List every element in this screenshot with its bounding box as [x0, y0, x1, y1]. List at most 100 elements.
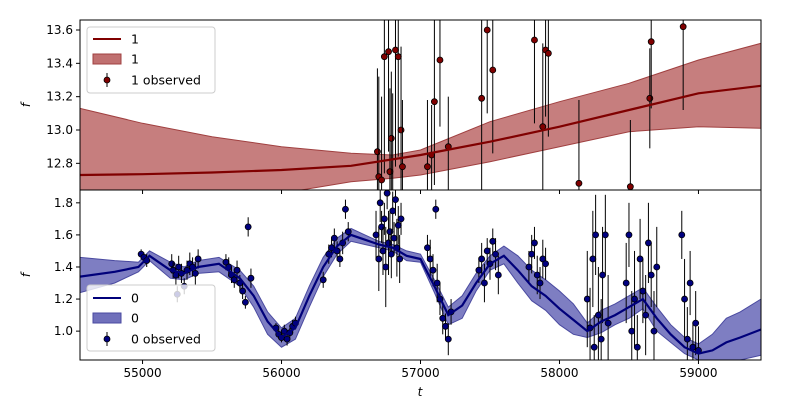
bottom-legend-band-label: 0	[131, 311, 139, 326]
top-observed-point	[531, 36, 538, 44]
bottom-observed-point	[531, 239, 538, 247]
bottom-frame	[79, 189, 762, 361]
bottom-y-tick-label: 1.6	[54, 228, 73, 242]
bottom-mean-layer	[80, 233, 761, 355]
bottom-observed-point	[599, 271, 606, 279]
bottom-observed-point	[489, 237, 497, 245]
top-observed-point	[380, 53, 388, 61]
bottom-observed-point	[478, 255, 486, 263]
top-observed-point	[397, 126, 405, 134]
bottom-observed-point	[247, 274, 255, 282]
bottom-observed-point	[645, 239, 652, 247]
top-observed-point	[489, 66, 497, 74]
top-legend-observed-label: 1 observed	[131, 73, 201, 88]
bottom-observed-point	[597, 335, 605, 343]
bottom-observed-point	[625, 231, 633, 239]
bottom-observed-point	[239, 287, 247, 295]
bottom-observed-point	[590, 343, 598, 351]
bottom-observed-point	[426, 255, 434, 263]
top-observed-point	[386, 168, 394, 176]
bottom-observed-point	[389, 207, 397, 215]
bottom-legend-observed-label: 0 observed	[131, 332, 201, 347]
bottom-observed-point	[342, 205, 349, 213]
bottom-y-axis: 1.0 1.2 1.4 1.6 1.8	[54, 196, 80, 338]
bottom-legend-box	[86, 284, 216, 352]
top-legend-mean-label: 1	[131, 32, 139, 47]
bottom-observed-point	[397, 215, 405, 223]
bottom-observed-point	[525, 263, 533, 271]
top-observed-point	[647, 38, 655, 46]
top-y-tick-label: 13.4	[46, 56, 73, 70]
top-legend: 1 1 1 observed	[86, 26, 216, 94]
top-observed-point	[436, 56, 444, 64]
bottom-observed-point	[375, 255, 383, 263]
bottom-observed-point	[233, 266, 241, 274]
bottom-observed-point	[319, 276, 327, 284]
x-tick-label: 55000	[123, 366, 161, 380]
top-legend-box	[86, 26, 216, 94]
bottom-observed-point	[392, 196, 399, 204]
top-observed-point	[378, 176, 385, 184]
bottom-observed-point	[432, 205, 440, 213]
bottom-observed-point	[650, 327, 658, 335]
bottom-observed-point	[639, 287, 647, 295]
bottom-observed-point	[336, 255, 344, 263]
top-observed-point	[392, 46, 399, 54]
top-y-tick-label: 13.6	[46, 23, 73, 37]
top-observed-point	[430, 98, 438, 106]
bottom-legend-marker-swatch	[103, 335, 111, 343]
bottom-observed-point	[636, 255, 644, 263]
bottom-observed-point	[475, 266, 483, 274]
bottom-observed-point	[633, 343, 641, 351]
top-y-tick-label: 13.0	[46, 123, 73, 137]
bottom-y-axis-label: f	[19, 271, 33, 277]
bottom-observed-point	[533, 271, 541, 279]
x-tick-label: 58000	[540, 366, 578, 380]
top-legend-band-label: 1	[131, 52, 139, 67]
bottom-observed-point	[386, 228, 394, 236]
bottom-observed-point	[653, 263, 661, 271]
top-mean-line	[80, 84, 761, 177]
bottom-observed-point	[376, 199, 384, 207]
bottom-legend: 0 0 0 observed	[86, 284, 216, 352]
top-panel: 12.8 13.0 13.2 13.4 13.6 f 1 1 1 observed	[19, 19, 762, 194]
bottom-mean-line	[80, 233, 761, 355]
bottom-observed-point	[175, 263, 183, 271]
bottom-observed-point	[604, 319, 612, 327]
bottom-observed-point	[394, 221, 402, 229]
bottom-observed-point	[283, 335, 291, 343]
bottom-observed-point	[241, 298, 249, 306]
top-legend-marker-swatch	[103, 76, 111, 84]
bottom-points-layer	[137, 190, 702, 360]
bottom-x-axis: 55000 56000 57000 58000 59000	[123, 360, 718, 380]
bottom-y-tick-label: 1.0	[54, 324, 73, 338]
x-tick-label: 59000	[679, 366, 717, 380]
top-y-axis: 12.8 13.0 13.2 13.4 13.6	[46, 23, 699, 194]
bottom-observed-point	[631, 295, 638, 303]
bottom-observed-point	[528, 250, 536, 258]
bottom-observed-point	[536, 279, 544, 287]
bottom-observed-point	[168, 260, 176, 268]
top-legend-band-swatch	[92, 53, 122, 65]
top-band-layer	[80, 42, 761, 190]
top-y-tick-label: 12.8	[46, 156, 73, 170]
bottom-observed-point	[492, 250, 499, 258]
bottom-observed-point	[692, 319, 700, 327]
bottom-observed-point	[390, 234, 398, 242]
x-tick-label: 56000	[262, 366, 300, 380]
top-points-layer	[374, 20, 687, 190]
top-observed-point	[646, 94, 654, 102]
top-observed-point	[544, 49, 552, 57]
bottom-observed-point	[628, 327, 636, 335]
bottom-observed-point	[683, 335, 691, 343]
bottom-legend-mean-label: 0	[131, 291, 139, 306]
top-observed-point	[424, 163, 431, 171]
top-observed-point	[387, 134, 395, 142]
top-observed-point	[374, 148, 381, 156]
top-uncertainty-band	[80, 42, 761, 190]
bottom-observed-point	[439, 314, 447, 322]
bottom-observed-point	[622, 279, 630, 287]
bottom-observed-point	[372, 231, 380, 239]
x-tick-label: 57000	[401, 366, 439, 380]
